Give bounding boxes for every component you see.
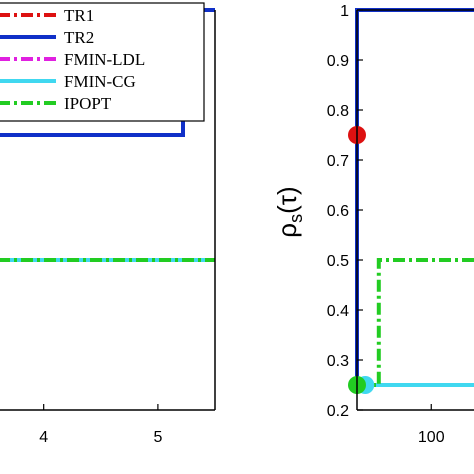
- right-y-tick-label: 0.5: [327, 253, 349, 270]
- legend-box: [0, 2, 205, 122]
- left-x-tick-label: 5: [153, 429, 162, 446]
- right-y-tick-label: 1: [340, 3, 349, 20]
- right-y-tick-label: 0.7: [327, 153, 349, 170]
- legend-label-fmin-cg: FMIN-CG: [64, 72, 136, 91]
- legend-label-tr1: TR1: [64, 6, 94, 25]
- right-y-tick-label: 0.2: [327, 403, 349, 420]
- legend-label-fmin-ldl: FMIN-LDL: [64, 50, 145, 69]
- right-series-line-tr2: [355, 8, 474, 385]
- legend-label-ipopt: IPOPT: [64, 94, 112, 113]
- right-y-tick-label: 0.6: [327, 203, 349, 220]
- right-x-tick-label: 100: [418, 429, 445, 446]
- right-series-line-ipopt: [357, 258, 474, 387]
- left-x-tick-label: 4: [39, 429, 48, 446]
- right-y-axis-label: ρs(τ): [272, 186, 306, 237]
- legend-label-tr2: TR2: [64, 28, 94, 47]
- right-y-tick-label: 0.8: [327, 103, 349, 120]
- right-y-tick-label: 0.4: [327, 303, 349, 320]
- left-plot-panel: 4 5 TR1 TR2 FMIN-LDL FMIN-CG IPOPT: [0, 2, 216, 446]
- right-y-tick-label: 0.3: [327, 353, 349, 370]
- right-plot-panel: 0.2 0.3 0.4 0.5 0.6 0.7 0.8 0.9 1 100 ρs(τ): [272, 3, 474, 446]
- right-y-tick-label: 0.9: [327, 53, 349, 70]
